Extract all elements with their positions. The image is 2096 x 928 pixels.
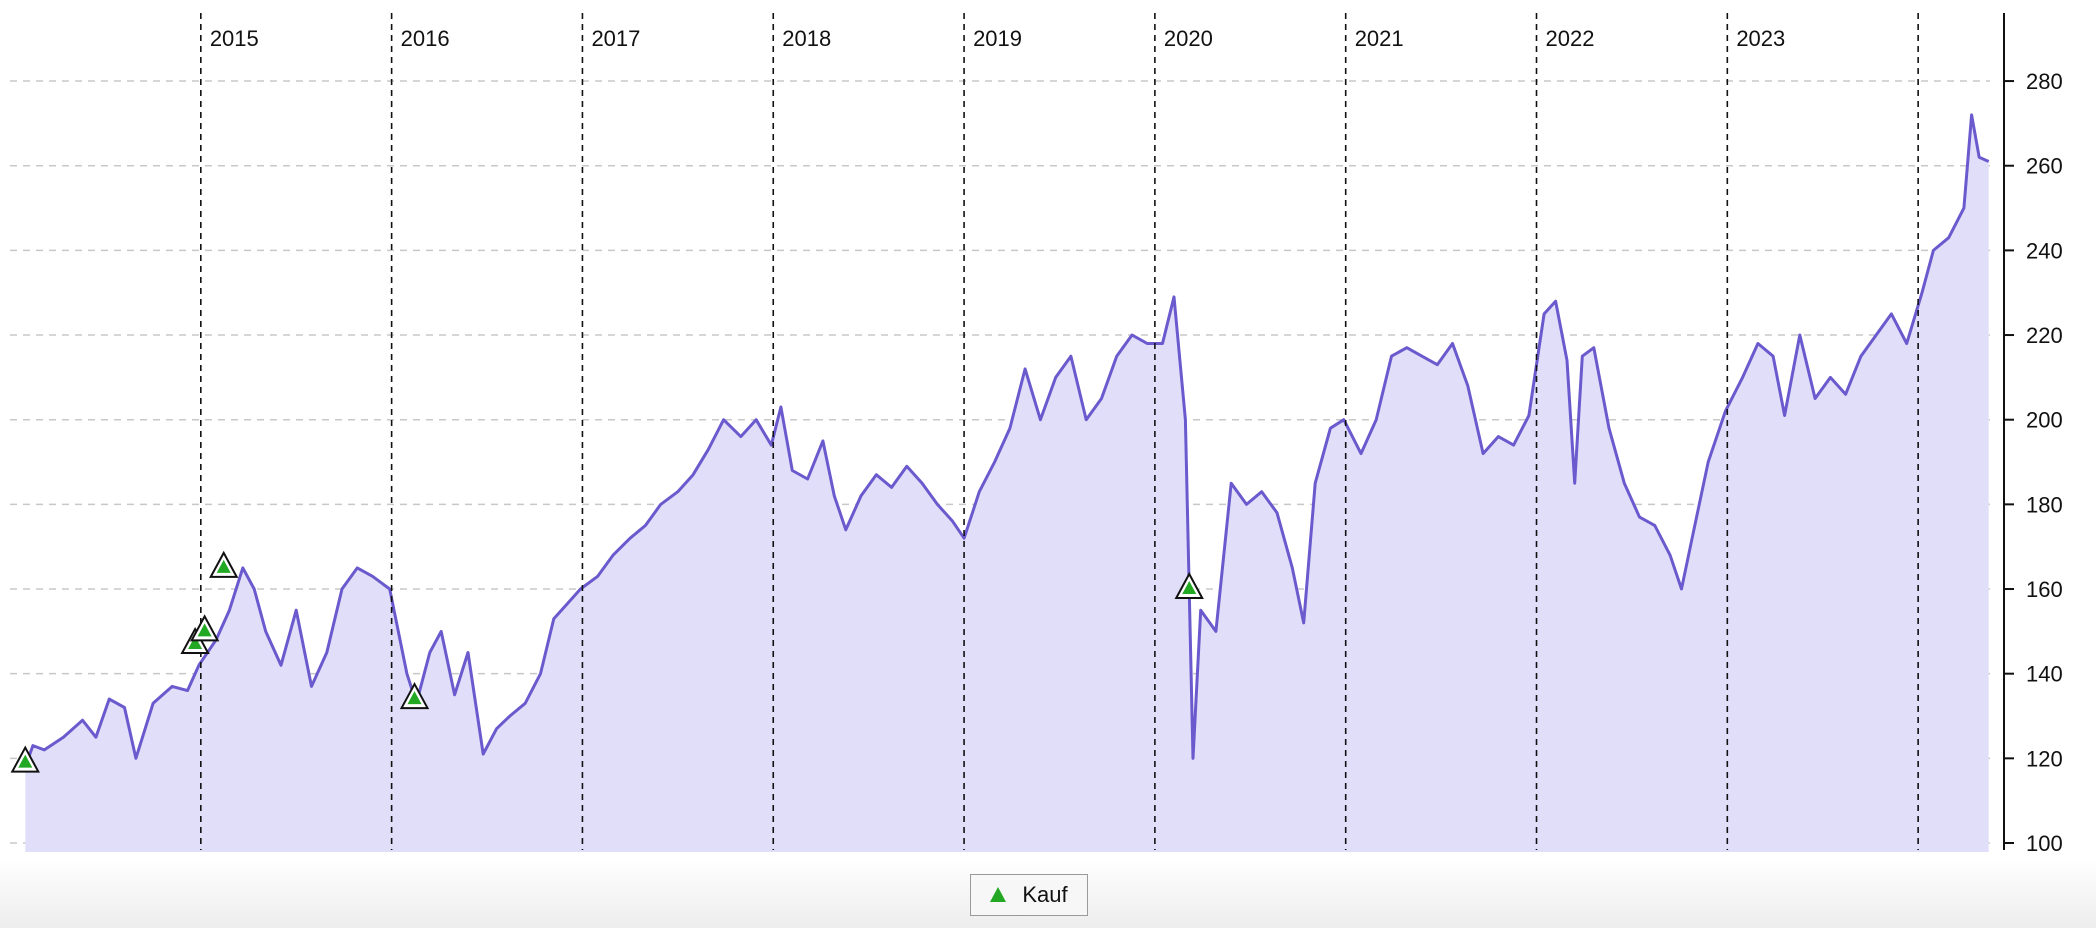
y-tick-label-120: 120	[2026, 746, 2063, 771]
y-tick-label-280: 280	[2026, 69, 2063, 94]
triangle-up-icon	[18, 754, 33, 768]
buy-marker-3	[189, 614, 220, 642]
y-tick-label-260: 260	[2026, 154, 2063, 179]
year-label-2017: 2017	[591, 26, 640, 51]
price-area	[23, 113, 1990, 852]
y-tick-label-240: 240	[2026, 238, 2063, 263]
y-axis: 100 120 140 160 180 200 220 240 260 280	[2003, 13, 2063, 856]
legend-label-kauf: Kauf	[1022, 882, 1068, 907]
y-tick-label-140: 140	[2026, 662, 2063, 687]
year-label-2023: 2023	[1736, 26, 1785, 51]
triangle-up-icon	[216, 559, 231, 573]
year-label-2018: 2018	[782, 26, 831, 51]
year-label-2016: 2016	[401, 26, 450, 51]
triangle-up-icon	[407, 691, 422, 705]
area-fill	[25, 114, 1989, 852]
buy-marker-4	[209, 550, 239, 578]
y-tick-label-160: 160	[2026, 577, 2063, 602]
chart-canvas: 2015 2016 2017 2018 2019 2020 2021 2022 2023 100…	[10, 13, 2063, 856]
y-tick-label-220: 220	[2026, 323, 2063, 348]
y-tick-label-180: 180	[2026, 492, 2063, 517]
triangle-up-icon	[990, 886, 1007, 902]
year-label-2015: 2015	[210, 26, 259, 51]
triangle-up-icon	[197, 623, 212, 637]
year-label-2020: 2020	[1164, 26, 1213, 51]
y-tick-label-200: 200	[2026, 408, 2063, 433]
year-label-2019: 2019	[973, 26, 1022, 51]
price-line	[23, 113, 1990, 768]
buy-markers	[10, 550, 1204, 773]
buy-marker-5	[399, 681, 430, 710]
y-tick-label-100: 100	[2026, 831, 2063, 856]
legend[interactable]: Kauf	[970, 874, 1088, 916]
triangle-up-icon	[1182, 581, 1197, 595]
year-lines: 2015 2016 2017 2018 2019 2020 2021 2022 2023	[200, 13, 1919, 850]
year-label-2021: 2021	[1355, 26, 1404, 51]
year-label-2022: 2022	[1546, 26, 1595, 51]
triangle-up-icon	[188, 636, 203, 650]
buy-marker-6	[1174, 571, 1204, 600]
buy-marker-1	[10, 745, 40, 773]
